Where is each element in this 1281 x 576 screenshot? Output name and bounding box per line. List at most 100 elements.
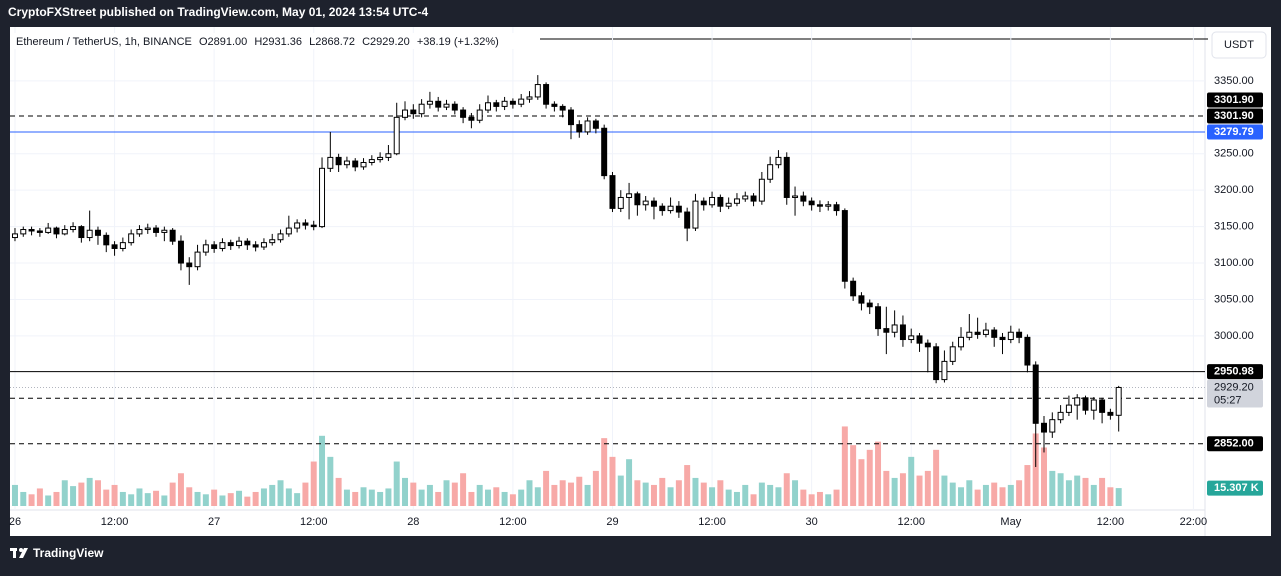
volume-bar xyxy=(294,493,301,506)
volume-bar xyxy=(808,494,815,506)
volume-bar xyxy=(310,461,317,506)
x-tick-label: 12:00 xyxy=(1097,516,1125,528)
candle-body xyxy=(966,331,973,338)
candle-body xyxy=(808,200,815,206)
candle-body xyxy=(244,240,251,246)
volume-bar xyxy=(269,484,276,506)
x-tick-label: 30 xyxy=(806,516,818,528)
x-tick-label: 12:00 xyxy=(698,516,726,528)
volume-bar xyxy=(78,482,85,506)
candle-body xyxy=(20,229,27,235)
candle-body xyxy=(717,196,724,207)
candle-body xyxy=(460,109,467,118)
currency[interactable]: USDT xyxy=(1224,39,1254,51)
volume-bar xyxy=(866,449,873,506)
volume-bar xyxy=(833,489,840,506)
candle-body xyxy=(916,335,923,344)
volume-bar xyxy=(377,491,384,506)
candle-body xyxy=(327,156,334,169)
price-tag xyxy=(1207,92,1263,108)
candle-body xyxy=(70,226,77,231)
volume-bar xyxy=(36,488,43,506)
volume-bar xyxy=(501,491,508,506)
volume-bar xyxy=(227,493,234,506)
volume-bar xyxy=(435,491,442,506)
volume-bar xyxy=(675,480,682,506)
volume-bar xyxy=(725,489,732,506)
candle-body xyxy=(891,324,898,333)
volume-bar xyxy=(899,473,906,506)
candle-body xyxy=(1107,411,1114,416)
candle-body xyxy=(144,227,151,231)
candle-body xyxy=(1090,399,1097,411)
brand: TradingView xyxy=(33,546,104,560)
candle-body xyxy=(576,124,583,133)
volume-bar xyxy=(949,482,956,506)
candle-body xyxy=(626,193,633,198)
candle-body xyxy=(958,336,965,348)
candle-body xyxy=(858,295,865,304)
volume-bar xyxy=(825,494,832,506)
volume-bar xyxy=(169,482,176,506)
volume-bar xyxy=(368,489,375,506)
x-tick-label: 29 xyxy=(606,516,618,528)
candle-body xyxy=(302,222,309,226)
candle-body xyxy=(1049,419,1056,433)
candle-body xyxy=(343,160,350,166)
chart-panel xyxy=(10,27,1271,536)
candle-body xyxy=(875,306,882,330)
volume-bar xyxy=(177,473,184,506)
candle-body xyxy=(219,242,226,249)
candle-body xyxy=(1016,331,1023,338)
candle-body xyxy=(310,224,317,228)
volume-bar xyxy=(111,484,118,506)
candle-body xyxy=(260,242,267,248)
candle-body xyxy=(78,226,85,239)
volume-bar xyxy=(1082,477,1089,506)
x-tick-label: 12:00 xyxy=(300,516,328,528)
candle-body xyxy=(443,103,450,108)
candle-body xyxy=(410,109,417,115)
volume-bar xyxy=(551,484,558,506)
y-tick-label: 3150.00 xyxy=(1214,221,1254,233)
y-tick-label: 3350.00 xyxy=(1214,75,1254,87)
volume-bar xyxy=(966,480,973,506)
price-tag xyxy=(1207,124,1263,140)
volume-bar xyxy=(875,441,882,506)
candle-body xyxy=(194,251,201,268)
volume-bar xyxy=(161,495,168,506)
candle-body xyxy=(53,227,60,235)
candle-body xyxy=(667,205,674,212)
volume-bar xyxy=(742,484,749,506)
volume-bar xyxy=(858,459,865,506)
close: C2929.20 xyxy=(362,36,410,48)
candle-body xyxy=(518,98,525,105)
volume-bar xyxy=(468,491,475,506)
price-tag xyxy=(1207,436,1263,452)
candle-body xyxy=(592,120,599,129)
price-tag-label: 2950.98 xyxy=(1214,366,1254,378)
price-tag xyxy=(1207,108,1263,124)
currency-button[interactable] xyxy=(1211,31,1267,59)
volume-bar xyxy=(559,480,566,506)
volume-bar xyxy=(534,487,541,506)
volume-bar xyxy=(933,449,940,506)
candle-body xyxy=(501,100,508,107)
candle-body xyxy=(468,116,475,121)
volume-bar xyxy=(700,482,707,506)
volume-bar xyxy=(103,489,110,506)
price-tag-label: 3301.90 xyxy=(1214,110,1254,122)
y-tick-label: 3250.00 xyxy=(1214,148,1254,160)
volume-bar xyxy=(1049,470,1056,506)
volume-bar xyxy=(792,480,799,506)
volume-bar xyxy=(850,445,857,506)
volume-bar xyxy=(277,480,284,506)
volume-bar xyxy=(119,491,126,506)
candle-body xyxy=(1057,411,1064,421)
candle-body xyxy=(758,178,765,202)
candle-body xyxy=(841,210,848,282)
volume-bar xyxy=(841,426,848,506)
legend: Ethereum / TetherUS, 1h, BINANCE O2891.0… xyxy=(16,36,499,48)
volume-bar xyxy=(642,482,649,506)
